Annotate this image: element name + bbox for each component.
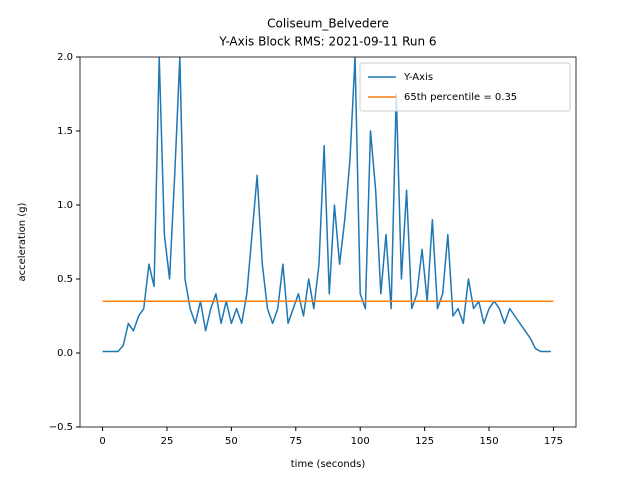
x-tick-label: 175 [544, 436, 563, 447]
legend-label: 65th percentile = 0.35 [404, 92, 517, 103]
y-axis-label: acceleration (g) [17, 202, 28, 281]
legend-label: Y-Axis [403, 72, 433, 83]
y-tick-label: 0.0 [57, 348, 73, 359]
y-tick-label: 0.5 [57, 274, 73, 285]
x-tick-label: 125 [415, 436, 434, 447]
x-tick-label: 25 [161, 436, 174, 447]
x-axis-label: time (seconds) [291, 459, 366, 470]
chart-subtitle: Y-Axis Block RMS: 2021-09-11 Run 6 [218, 35, 436, 49]
x-tick-label: 75 [289, 436, 302, 447]
series-group [102, 57, 551, 353]
y-tick-label: −0.5 [49, 422, 73, 433]
legend-box [359, 62, 571, 112]
chart-title: Coliseum_Belvedere [267, 17, 389, 31]
x-tick-label: 50 [225, 436, 238, 447]
y-tick-label: 1.0 [57, 200, 73, 211]
x-tick-label: 100 [351, 436, 370, 447]
series-line [102, 57, 551, 353]
x-tick-label: 150 [479, 436, 498, 447]
x-tick-label: 0 [99, 436, 105, 447]
plot-frame [79, 56, 577, 428]
y-tick-label: 2.0 [57, 52, 73, 63]
y-tick-label: 1.5 [57, 126, 73, 137]
